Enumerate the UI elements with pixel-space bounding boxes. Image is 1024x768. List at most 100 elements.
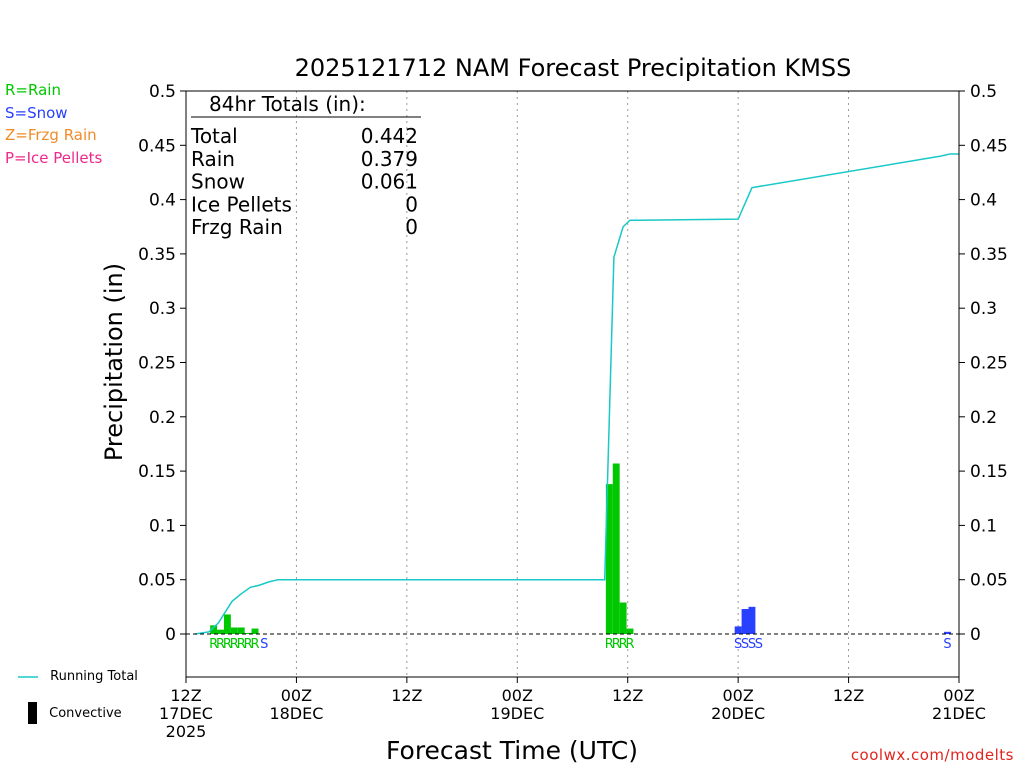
precip-type-marker: R	[237, 637, 246, 652]
precip-type-marker: R	[250, 637, 259, 652]
rain-bar	[210, 625, 218, 634]
precip-type-marker: S	[734, 637, 742, 652]
rain-bar	[217, 629, 224, 634]
precip-type-marker: S	[755, 637, 763, 652]
totals-heading: 84hr Totals (in):	[209, 92, 366, 116]
convective-label: Convective	[49, 705, 122, 721]
x-tick-label: 12Z	[391, 686, 422, 705]
x-tick-label: 00Z 20DEC	[711, 686, 765, 723]
totals-row-value: 0	[405, 215, 418, 239]
x-tick-label-line: 00Z	[502, 686, 533, 705]
x-tick-label-line: 2025	[166, 722, 207, 741]
x-tick-label-line: 00Z	[943, 686, 974, 705]
snow-bar	[944, 631, 951, 634]
totals-row-value: 0	[405, 192, 418, 216]
x-tick-label: 12Z	[612, 686, 643, 705]
rain-bar	[237, 627, 245, 634]
x-tick-label-line: 12Z	[612, 686, 643, 705]
y-tick-label-left: 0.45	[138, 136, 176, 156]
precip-type-marker: R	[216, 637, 225, 652]
precip-type-legend-item: R=Rain	[5, 81, 61, 99]
precip-type-marker: R	[209, 637, 218, 652]
y-tick-label-right: 0.5	[970, 82, 997, 102]
x-tick-label-line: 00Z	[281, 686, 312, 705]
running-total-label: Running Total	[50, 669, 138, 684]
y-tick-label-right: 0.25	[970, 354, 1008, 374]
precip-type-marker: R	[244, 637, 253, 652]
totals-box: 84hr Totals (in): Total 0.442 Rain 0.379 Snow…	[190, 92, 421, 239]
y-tick-label-right: 0.1	[970, 516, 997, 536]
y-tick-label-left: 0.35	[138, 245, 176, 265]
axes: 0 00.05 0.050.1 0.10.15 0.150.2 0.20.25 0.250.…	[138, 82, 1008, 741]
x-tick-label-line: 12Z	[391, 686, 422, 705]
precip-type-legend: R=Rain S=Snow Z=Frzg Rain P=Ice Pellets	[5, 79, 102, 169]
y-axis-label: Precipitation (in)	[100, 263, 128, 461]
x-tick-label: 12Z	[833, 686, 864, 705]
precip-type-marker: R	[223, 637, 232, 652]
y-tick-label-right: 0.4	[970, 191, 997, 211]
y-tick-label-right: 0.15	[970, 462, 1008, 482]
running-total-line	[195, 153, 959, 635]
rain-bar	[619, 602, 627, 634]
y-tick-label-right: 0.3	[970, 299, 997, 319]
totals-row-label: Ice Pellets	[191, 192, 292, 216]
totals-row-value: 0.379	[361, 147, 418, 171]
x-tick-label-line: 21DEC	[932, 704, 986, 723]
convective-swatch	[28, 702, 37, 724]
precip-type-marker: S	[943, 637, 951, 652]
x-tick-label: 12Z 17DEC 2025	[159, 686, 213, 741]
rain-bar	[244, 632, 252, 634]
running-total-legend: Running Total	[18, 669, 138, 684]
x-tick-label: 00Z 19DEC	[490, 686, 544, 723]
y-tick-label-left: 0.25	[138, 354, 176, 374]
x-tick-label-line: 20DEC	[711, 704, 765, 723]
x-tick-label-line: 12Z	[833, 686, 864, 705]
y-tick-label-left: 0.1	[149, 516, 176, 536]
totals-row-value: 0.442	[361, 124, 418, 148]
totals-row-label: Snow	[191, 170, 245, 194]
y-tick-label-right: 0.35	[970, 245, 1008, 265]
y-tick-label-left: 0	[165, 625, 176, 645]
x-tick-label-line: 00Z	[722, 686, 753, 705]
x-axis-label: Forecast Time (UTC)	[386, 736, 638, 765]
running-total-series	[195, 153, 959, 635]
precip-type-marker: S	[741, 637, 749, 652]
plot-frame	[185, 90, 960, 678]
y-tick-label-left: 0.4	[149, 191, 176, 211]
totals-row-label: Rain	[191, 147, 235, 171]
totals-row-label: Frzg Rain	[191, 215, 283, 239]
precip-type-marker: R	[612, 637, 621, 652]
rain-bar	[223, 614, 231, 634]
convective-legend: Convective	[18, 702, 122, 724]
y-tick-label-right: 0.2	[970, 408, 997, 428]
totals-row-value: 0.061	[361, 170, 418, 194]
precip-type-marker: R	[619, 637, 628, 652]
snow-bar	[734, 626, 742, 634]
x-tick-label-line: 12Z	[170, 686, 201, 705]
bars	[210, 463, 951, 634]
precip-type-legend-item: Z=Frzg Rain	[5, 126, 97, 144]
y-tick-label-left: 0.5	[149, 82, 176, 102]
rain-bar	[251, 628, 259, 634]
y-tick-label-left: 0.15	[138, 462, 176, 482]
x-tick-label: 00Z 18DEC	[269, 686, 323, 723]
y-tick-label-right: 0.45	[970, 136, 1008, 156]
running-total-swatch	[18, 675, 38, 678]
x-tick-label-line: 19DEC	[490, 704, 544, 723]
y-tick-label-left: 0.05	[138, 571, 176, 591]
precip-type-marker: S	[748, 637, 756, 652]
rain-bar	[626, 628, 634, 634]
totals-row-label: Total	[190, 124, 238, 148]
rain-bar	[230, 627, 238, 634]
precip-type-marker: S	[260, 637, 268, 652]
snow-bar	[748, 606, 756, 634]
rain-bar	[612, 463, 620, 634]
chart-title: 2025121712 NAM Forecast Precipitation KM…	[295, 54, 852, 82]
rain-bar	[605, 484, 613, 634]
x-tick-label-line: 18DEC	[269, 704, 323, 723]
precip-type-legend-item: S=Snow	[5, 103, 68, 122]
x-tick-label-line: 17DEC	[159, 704, 213, 723]
precip-type-marker: R	[605, 637, 614, 652]
